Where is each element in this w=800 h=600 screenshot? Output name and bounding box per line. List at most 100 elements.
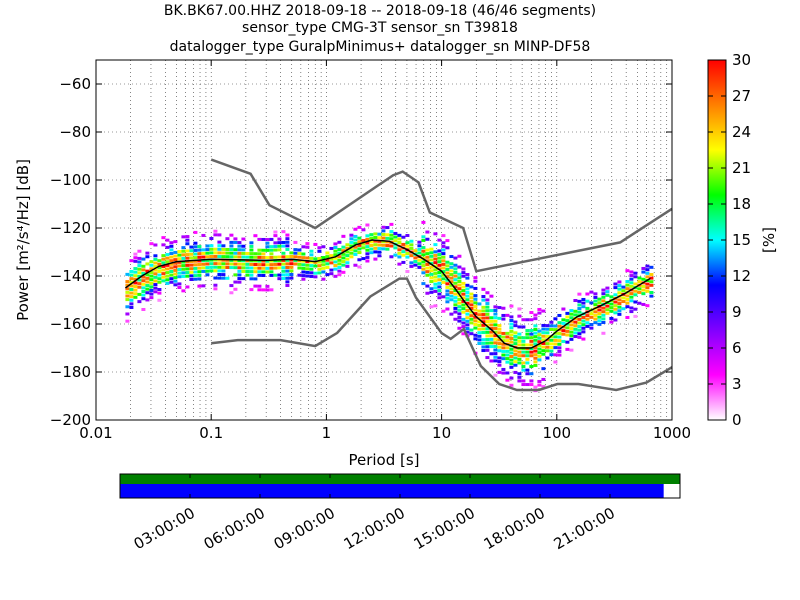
psd-cell — [277, 237, 282, 241]
psd-cell — [437, 285, 442, 289]
psd-cell — [497, 331, 502, 335]
psd-cell — [257, 255, 262, 259]
psd-cell — [421, 249, 426, 253]
psd-cell — [137, 256, 142, 260]
psd-cell — [625, 287, 630, 291]
psd-cell — [257, 266, 262, 270]
psd-cell — [493, 334, 498, 338]
psd-cell — [153, 286, 158, 290]
psd-cell — [617, 312, 622, 316]
psd-cell — [381, 229, 386, 233]
psd-cell — [585, 314, 590, 318]
psd-cell — [173, 276, 178, 280]
psd-cell — [477, 313, 482, 317]
psd-cell — [349, 244, 354, 248]
psd-cell — [617, 280, 622, 284]
psd-cell — [597, 322, 602, 326]
psd-cell — [393, 231, 398, 235]
psd-cell — [561, 321, 566, 325]
psd-cell — [333, 242, 338, 246]
time-tick-label: 12:00:00 — [341, 504, 408, 553]
psd-cell — [625, 279, 630, 283]
psd-cell — [173, 272, 178, 276]
psd-cell — [649, 291, 654, 295]
psd-cell — [493, 373, 498, 377]
psd-cell — [497, 370, 502, 374]
psd-cell — [577, 310, 582, 314]
psd-cell — [289, 265, 294, 269]
time-tick-label: 03:00:00 — [131, 504, 198, 553]
psd-cell — [217, 273, 222, 277]
psd-cell — [397, 248, 402, 252]
psd-cell — [397, 255, 402, 259]
psd-cell — [481, 323, 486, 327]
psd-cell — [633, 275, 638, 279]
psd-cell — [185, 256, 190, 260]
psd-cell — [429, 305, 434, 309]
psd-cell — [465, 323, 470, 327]
psd-cell — [541, 338, 546, 342]
psd-cell — [477, 320, 482, 324]
psd-cell — [261, 270, 266, 274]
psd-cell — [441, 280, 446, 284]
psd-cell — [157, 259, 162, 263]
psd-cell — [633, 271, 638, 275]
psd-cell — [413, 249, 418, 253]
psd-cell — [133, 274, 138, 278]
psd-cell — [333, 260, 338, 264]
psd-cell — [145, 273, 150, 277]
psd-cell — [481, 287, 486, 291]
psd-cell — [253, 263, 258, 267]
psd-cell — [313, 242, 318, 246]
psd-cell — [569, 309, 574, 313]
median-curve — [124, 239, 651, 349]
psd-cell — [273, 234, 278, 238]
psd-cell — [453, 288, 458, 292]
psd-cell — [373, 246, 378, 250]
psd-cell — [425, 237, 430, 241]
psd-cell — [441, 244, 446, 248]
psd-cell — [317, 271, 322, 275]
psd-cell — [229, 266, 234, 270]
psd-cell — [489, 359, 494, 363]
psd-cell — [217, 244, 222, 248]
psd-cell — [577, 317, 582, 321]
psd-cell — [165, 271, 170, 275]
psd-cell — [141, 293, 146, 297]
psd-cell — [345, 254, 350, 258]
psd-cell — [437, 271, 442, 275]
psd-cell — [417, 247, 422, 251]
psd-cell — [409, 254, 414, 258]
psd-cell — [457, 319, 462, 323]
psd-cell — [533, 327, 538, 331]
psd-cell — [581, 330, 586, 334]
psd-cell — [417, 258, 422, 262]
psd-cell — [249, 244, 254, 248]
psd-cell — [489, 341, 494, 345]
psd-cell — [305, 267, 310, 271]
psd-cell — [557, 313, 562, 317]
psd-cell — [149, 242, 154, 246]
psd-cell — [137, 249, 142, 253]
psd-cell — [477, 324, 482, 328]
psd-cell — [205, 251, 210, 255]
psd-cell — [381, 240, 386, 244]
psd-cell — [565, 315, 570, 319]
psd-cell — [129, 284, 134, 288]
psd-cell — [481, 298, 486, 302]
psd-cell — [553, 335, 558, 339]
psd-cell — [221, 247, 226, 251]
psd-cell — [541, 309, 546, 313]
psd-cell — [453, 285, 458, 289]
psd-cell — [497, 334, 502, 338]
psd-cell — [353, 238, 358, 242]
psd-cell — [253, 270, 258, 274]
psd-cell — [285, 237, 290, 241]
psd-cell — [649, 273, 654, 277]
psd-cell — [485, 316, 490, 320]
psd-cell — [181, 289, 186, 293]
noise-model-nlnm — [211, 277, 673, 392]
psd-cell — [145, 276, 150, 280]
plot-frame — [95, 59, 673, 421]
psd-cell — [341, 260, 346, 264]
